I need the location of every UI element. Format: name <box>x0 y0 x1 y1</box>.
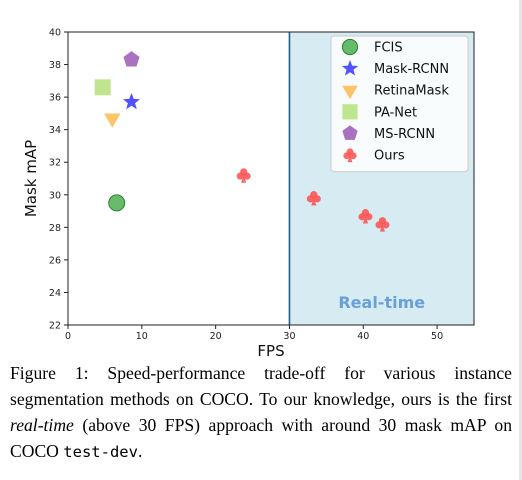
y-tick-label: 26 <box>49 255 61 266</box>
caption-emphasis: real-time <box>10 415 74 435</box>
x-tick-label: 0 <box>65 331 71 342</box>
data-point-retinamask <box>104 113 121 128</box>
legend-marker-pa-net <box>342 104 358 120</box>
y-tick-label: 30 <box>49 190 61 201</box>
data-point-ours <box>375 217 390 232</box>
data-points <box>94 51 390 232</box>
x-axis-ticks: 0 10 20 30 40 50 <box>65 325 443 342</box>
legend-label-retinamask: RetinaMask <box>374 84 449 99</box>
caption-code: test-dev <box>63 443 138 461</box>
legend-marker-retinamask <box>342 85 358 100</box>
caption-suffix: . <box>137 441 143 461</box>
legend-marker-ms-rcnn <box>342 125 358 140</box>
y-axis-title: Mask mAP <box>22 140 40 217</box>
data-point-ours <box>358 208 373 224</box>
legend: FCIS Mask-RCNN RetinaMask PA-Net MS-RCNN Ours <box>330 35 469 173</box>
caption-text-middle: (above 30 FPS) approach with around 30 m… <box>10 415 512 461</box>
y-tick-label: 38 <box>49 60 61 71</box>
data-point-pa-net <box>94 79 111 96</box>
y-axis-ticks: 22 24 26 28 30 32 34 36 38 40 <box>49 28 68 332</box>
x-tick-label: 10 <box>136 331 148 342</box>
x-tick-label: 20 <box>210 331 222 342</box>
data-point-ours <box>306 191 321 206</box>
page-edge <box>519 0 522 480</box>
y-tick-label: 40 <box>49 28 61 39</box>
x-tick-label: 30 <box>283 331 295 342</box>
y-tick-label: 24 <box>49 288 61 299</box>
caption-text: Figure 1: Speed-performance trade-off fo… <box>10 363 512 409</box>
x-tick-label: 50 <box>431 331 443 342</box>
x-tick-label: 40 <box>357 331 369 342</box>
legend-label-pa-net: PA-Net <box>374 105 417 120</box>
y-tick-label: 34 <box>49 125 61 136</box>
data-point-mask-rcnn <box>122 92 141 110</box>
figure-caption: Figure 1: Speed-performance trade-off fo… <box>10 360 512 465</box>
y-tick-label: 36 <box>49 93 61 104</box>
legend-label-ours: Ours <box>374 149 405 164</box>
legend-box <box>330 35 469 173</box>
y-tick-label: 32 <box>49 158 61 169</box>
data-point-ours <box>236 168 251 183</box>
legend-marker-fcis <box>341 38 359 56</box>
data-point-fcis <box>108 194 126 212</box>
scatter-chart: Real-time 0 10 20 30 40 50 22 24 26 28 30 32 34 36 38… <box>22 28 475 360</box>
data-point-ms-rcnn <box>123 51 140 67</box>
legend-marker-mask-rcnn <box>341 60 359 76</box>
y-tick-label: 22 <box>49 321 61 332</box>
plot-frame <box>67 31 475 326</box>
legend-label-fcis: FCIS <box>374 41 403 56</box>
realtime-region-label: Real-time <box>338 293 425 312</box>
legend-marker-ours <box>343 148 357 163</box>
legend-label-mask-rcnn: Mask-RCNN <box>374 62 449 77</box>
x-axis-title: FPS <box>257 342 284 360</box>
legend-label-ms-rcnn: MS-RCNN <box>374 127 435 142</box>
y-tick-label: 28 <box>49 223 61 234</box>
